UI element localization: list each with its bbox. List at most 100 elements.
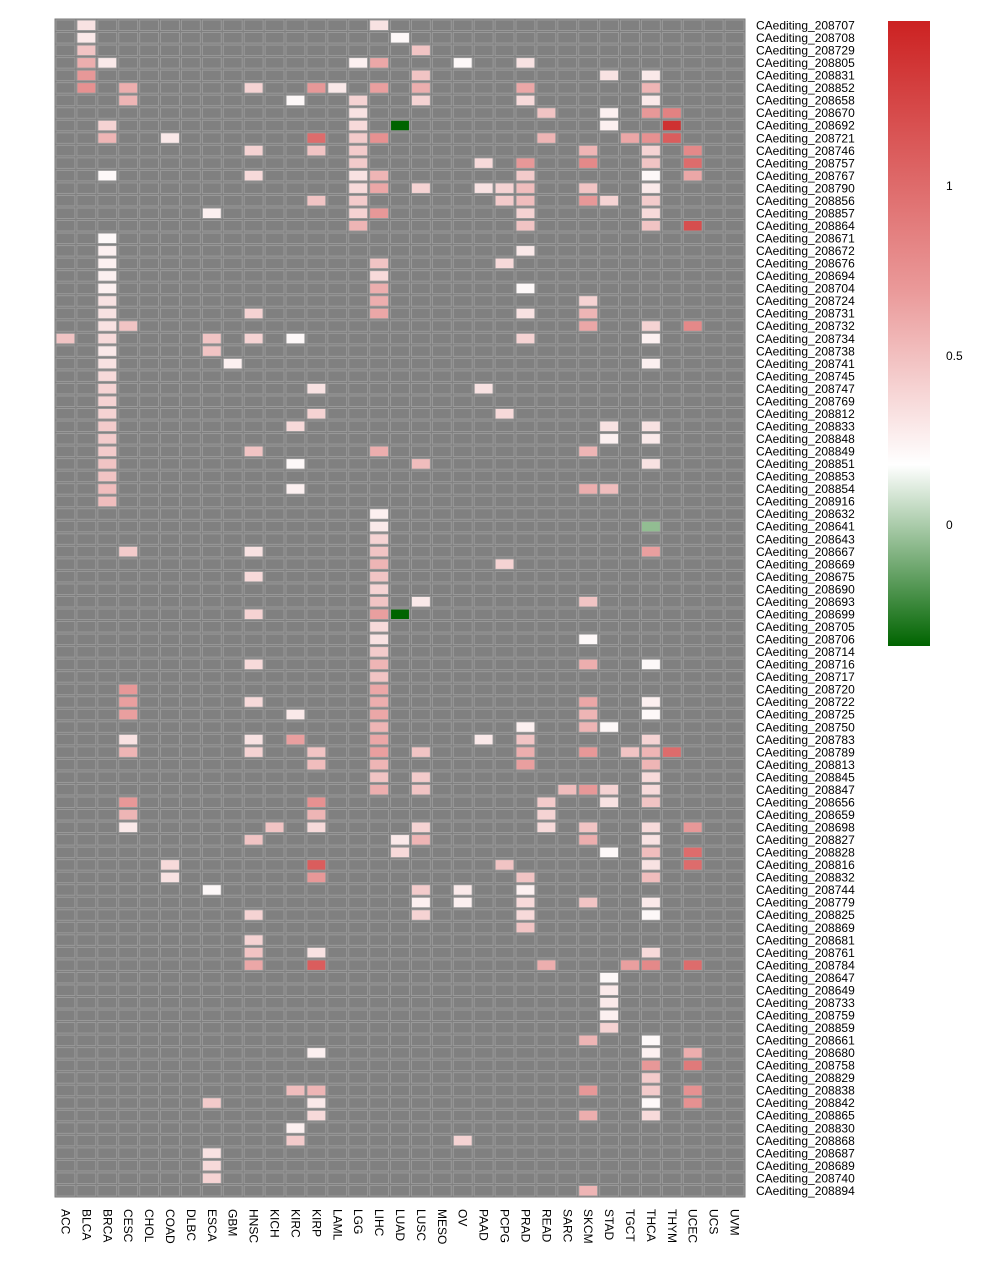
heatmap-cell-empty: [452, 1084, 473, 1097]
heatmap-cell-empty: [390, 646, 410, 658]
heatmap-cell-empty: [285, 320, 306, 332]
heatmap-cell-empty: [55, 708, 76, 721]
heatmap-cell-empty: [160, 896, 180, 909]
heatmap-cell-empty: [703, 746, 724, 758]
row-label: CAediting_208680: [756, 1046, 855, 1060]
row-label: CAediting_208658: [756, 94, 855, 108]
heatmap-cell-empty: [118, 207, 139, 220]
heatmap-cell-empty: [724, 483, 745, 495]
heatmap-cell: [348, 94, 369, 107]
heatmap-cell-empty: [473, 345, 494, 357]
heatmap-cell: [494, 257, 515, 270]
heatmap-cell-empty: [703, 182, 724, 194]
heatmap-cell-empty: [55, 621, 76, 633]
heatmap-cell-empty: [264, 157, 285, 169]
row-label: CAediting_208854: [756, 482, 855, 496]
heatmap-cell-empty: [55, 182, 76, 194]
heatmap-cell: [410, 783, 431, 796]
heatmap-cell-empty: [76, 1172, 97, 1184]
column-label: BRCA: [100, 1209, 114, 1242]
heatmap-cell-empty: [285, 834, 306, 846]
heatmap-cell-empty: [536, 282, 557, 295]
heatmap-cell-empty: [55, 32, 76, 44]
heatmap-cell-empty: [243, 57, 264, 69]
heatmap-cell-empty: [55, 646, 76, 658]
heatmap-cell-empty: [410, 721, 431, 733]
heatmap-cell-empty: [348, 984, 369, 996]
heatmap-cell-empty: [327, 696, 348, 708]
heatmap-cell: [369, 57, 390, 69]
heatmap-cell-empty: [515, 144, 536, 157]
heatmap-cell-empty: [682, 470, 703, 483]
heatmap-cell-empty: [452, 445, 473, 458]
heatmap-cell-empty: [599, 220, 620, 232]
heatmap-cell-empty: [306, 320, 327, 332]
heatmap-cell-empty: [390, 1134, 410, 1147]
heatmap-cell-empty: [306, 420, 327, 433]
heatmap-cell-empty: [703, 433, 724, 445]
heatmap-cell-empty: [327, 545, 348, 558]
heatmap-cell-empty: [410, 558, 431, 570]
heatmap-cell-empty: [410, 194, 431, 207]
heatmap-cell-empty: [118, 282, 139, 295]
heatmap-cell-empty: [452, 1147, 473, 1159]
heatmap-cell-empty: [640, 671, 661, 683]
heatmap-cell-empty: [578, 220, 599, 232]
heatmap-cell-empty: [285, 345, 306, 357]
heatmap-cell-empty: [578, 1134, 599, 1147]
heatmap-cell-empty: [369, 433, 390, 445]
heatmap-cell-empty: [139, 395, 160, 407]
heatmap-cell-empty: [55, 946, 76, 959]
heatmap-cell-empty: [139, 508, 160, 520]
heatmap-cell-empty: [557, 595, 578, 608]
heatmap-cell-empty: [661, 232, 682, 245]
heatmap-cell-empty: [139, 996, 160, 1009]
heatmap-cell-empty: [285, 921, 306, 934]
heatmap-cell-empty: [452, 721, 473, 733]
heatmap-cell-empty: [348, 232, 369, 245]
heatmap-cell-empty: [557, 871, 578, 884]
heatmap-cell-empty: [264, 370, 285, 382]
heatmap-cell-empty: [285, 595, 306, 608]
heatmap-cell-empty: [55, 1097, 76, 1109]
heatmap-cell-empty: [494, 82, 515, 94]
heatmap-cell-empty: [243, 984, 264, 996]
heatmap-cell-empty: [369, 370, 390, 382]
heatmap-cell-empty: [327, 971, 348, 984]
heatmap-cell-empty: [703, 307, 724, 320]
heatmap-cell-empty: [264, 696, 285, 708]
heatmap-cell-empty: [327, 859, 348, 871]
heatmap-cell: [201, 332, 222, 345]
heatmap-cell-empty: [410, 445, 431, 458]
heatmap-cell-empty: [76, 445, 97, 458]
heatmap-cell: [369, 783, 390, 796]
heatmap-cell-empty: [264, 533, 285, 545]
heatmap-cell-empty: [348, 1134, 369, 1147]
heatmap-cell: [348, 57, 369, 69]
heatmap-cell: [97, 245, 118, 257]
heatmap-cell: [578, 144, 599, 157]
heatmap-cell-empty: [327, 1172, 348, 1184]
heatmap-cell-empty: [243, 1034, 264, 1047]
heatmap-cell-empty: [494, 1147, 515, 1159]
heatmap-cell-empty: [180, 445, 201, 458]
heatmap-cell-empty: [494, 520, 515, 533]
heatmap-cell-empty: [640, 508, 661, 520]
heatmap-cell-empty: [620, 257, 640, 270]
heatmap-cell-empty: [306, 1034, 327, 1047]
heatmap-cell-empty: [264, 1097, 285, 1109]
heatmap-cell-empty: [348, 345, 369, 357]
heatmap-cell-empty: [243, 1097, 264, 1109]
heatmap-cell-empty: [327, 320, 348, 332]
heatmap-cell-empty: [243, 1072, 264, 1084]
heatmap-cell-empty: [536, 758, 557, 771]
heatmap-cell-empty: [348, 1009, 369, 1022]
heatmap-cell-empty: [76, 909, 97, 921]
heatmap-cell-empty: [348, 595, 369, 608]
heatmap-cell-empty: [97, 771, 118, 783]
heatmap-cell-empty: [599, 1184, 620, 1197]
heatmap-cell-empty: [724, 508, 745, 520]
row-label: CAediting_208838: [756, 1084, 855, 1098]
heatmap-cell-empty: [285, 407, 306, 420]
heatmap-cell-empty: [264, 1072, 285, 1084]
